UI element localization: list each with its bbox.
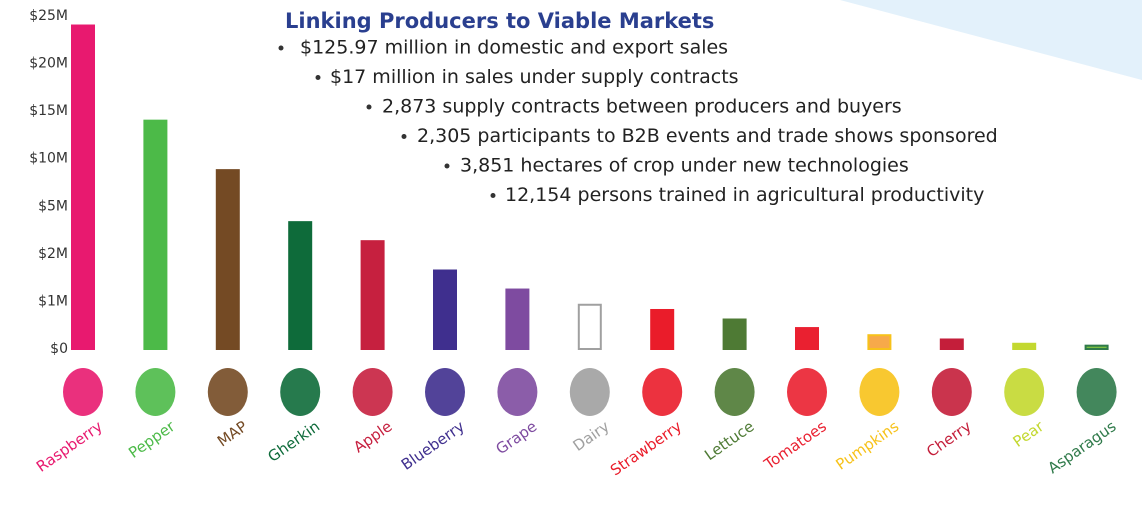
bullet: [401, 134, 407, 139]
bar: [143, 119, 168, 350]
x-tick-label: Tomatoes: [760, 417, 830, 474]
x-tick-label: Gherkin: [265, 417, 324, 466]
icon: [1004, 368, 1045, 416]
bar: [433, 269, 457, 350]
y-tick-label: $5M: [38, 198, 68, 214]
x-tick-label: Pepper: [125, 417, 179, 462]
bar: [360, 240, 385, 351]
y-tick-label: $0: [50, 341, 68, 357]
bar: [288, 221, 313, 350]
bar: [71, 24, 95, 351]
bullet: [490, 193, 496, 198]
icon: [714, 368, 755, 416]
icon: [135, 368, 176, 416]
icon: [63, 368, 103, 416]
y-tick-label: $15M: [29, 103, 68, 119]
x-tick-label: Lettuce: [701, 417, 757, 464]
annotation: $17 million in sales under supply contra…: [330, 66, 739, 88]
x-tick-label: Dairy: [570, 417, 613, 455]
bullet: [315, 75, 321, 80]
icon: [497, 368, 538, 416]
x-tick-label: MAP: [214, 417, 251, 450]
icon: [425, 368, 465, 416]
bar: [577, 303, 602, 351]
annotation: 2,873 supply contracts between producers…: [382, 96, 902, 118]
icon: [787, 368, 827, 416]
annotation: 3,851 hectares of crop under new technol…: [460, 155, 909, 177]
bar: [867, 334, 892, 350]
y-tick-label: $10M: [29, 151, 68, 167]
chart-title: Linking Producers to Viable Markets: [285, 9, 714, 33]
annotation: 12,154 persons trained in agricultural p…: [505, 184, 984, 206]
x-tick-label: Cherry: [923, 417, 975, 461]
x-tick-label: Apple: [350, 417, 395, 456]
bar: [505, 288, 530, 350]
annotation: $125.97 million in domestic and export s…: [300, 37, 728, 59]
bar: [215, 169, 240, 350]
x-tick-label: Asparagus: [1044, 417, 1119, 477]
y-tick-label: $2M: [38, 246, 68, 262]
bar: [939, 338, 964, 351]
bullet: [366, 104, 372, 110]
icon: [642, 368, 683, 416]
icon: [352, 368, 393, 416]
icon: [207, 368, 248, 416]
x-tick-label: Blueberry: [398, 417, 468, 474]
icon: [569, 368, 610, 416]
bullet: [278, 45, 284, 51]
icon: [280, 368, 321, 416]
x-tick-label: Strawberry: [607, 417, 685, 479]
x-tick-label: Grape: [492, 417, 540, 458]
y-tick-label: $20M: [29, 56, 68, 72]
y-tick-label: $1M: [38, 293, 68, 309]
x-tick-label: Pumpkins: [832, 417, 902, 473]
icon: [1076, 368, 1117, 416]
x-tick-label: Raspberry: [33, 417, 106, 476]
x-tick-label: Pear: [1010, 417, 1048, 451]
bar: [1012, 342, 1037, 351]
bar: [1084, 344, 1109, 351]
bar: [650, 308, 675, 350]
bar: [795, 327, 819, 351]
annotation: 2,305 participants to B2B events and tra…: [417, 125, 998, 147]
bullet: [444, 163, 450, 169]
y-tick-label: $25M: [29, 8, 68, 24]
icon: [859, 368, 900, 416]
decoration: [840, 0, 1142, 80]
icon: [931, 368, 972, 416]
bar: [722, 318, 747, 350]
